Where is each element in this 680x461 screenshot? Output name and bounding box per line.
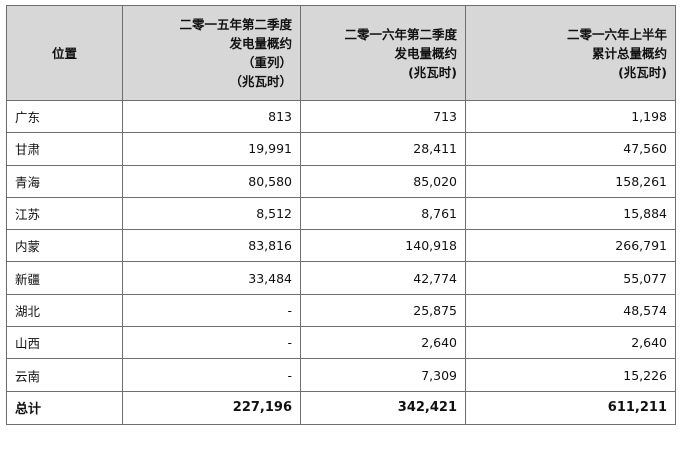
header-q2-2015-line: （重列） [241, 55, 292, 70]
row-location: 新疆 [6, 261, 123, 295]
table-row: 内蒙 83,816 140,918 266,791 [6, 229, 676, 263]
table-row: 云南 - 7,309 15,226 [6, 358, 676, 392]
table-row: 新疆 33,484 42,774 55,077 [6, 261, 676, 295]
row-h1-2016: 2,640 [465, 326, 676, 360]
row-q2-2016: 85,020 [300, 164, 466, 198]
row-h1-2016: 158,261 [465, 164, 676, 198]
row-h1-2016: 1,198 [465, 99, 676, 134]
header-q2-2016-line: 发电量概约 [394, 45, 457, 61]
row-q2-2016: 140,918 [300, 229, 466, 263]
row-q2-2015: 83,816 [122, 229, 301, 263]
row-location: 青海 [6, 164, 123, 198]
total-q2-2016: 342,421 [300, 390, 466, 425]
power-generation-table: 位置 二零一五年第二季度 发电量概约 （重列） （兆瓦时） 二零一六年第二季度 … [6, 5, 676, 425]
row-q2-2016: 8,761 [300, 196, 466, 231]
row-q2-2015: - [122, 358, 301, 392]
row-q2-2016: 28,411 [300, 132, 466, 166]
row-q2-2015: 33,484 [122, 261, 301, 295]
row-q2-2016: 2,640 [300, 326, 466, 360]
total-h1-2016: 611,211 [465, 390, 676, 425]
row-h1-2016: 48,574 [465, 293, 676, 328]
row-h1-2016: 47,560 [465, 132, 676, 166]
row-q2-2016: 42,774 [300, 261, 466, 295]
header-h1-2016-line: 二零一六年上半年 [566, 26, 667, 42]
row-q2-2016: 713 [300, 99, 466, 134]
row-location: 甘肃 [6, 132, 123, 166]
row-location: 湖北 [6, 293, 123, 328]
table-row: 青海 80,580 85,020 158,261 [6, 164, 676, 198]
table-header: 位置 二零一五年第二季度 发电量概约 （重列） （兆瓦时） 二零一六年第二季度 … [6, 5, 676, 101]
table-row: 江苏 8,512 8,761 15,884 [6, 196, 676, 231]
table-row: 湖北 - 25,875 48,574 [6, 293, 676, 328]
header-q2-2016: 二零一六年第二季度 发电量概约 (兆瓦时) [300, 5, 466, 101]
table-row: 甘肃 19,991 28,411 47,560 [6, 132, 676, 166]
row-q2-2016: 25,875 [300, 293, 466, 328]
header-q2-2015-line: （兆瓦时） [229, 74, 292, 89]
total-label: 总计 [6, 390, 123, 425]
header-h1-2016: 二零一六年上半年 累计总量概约 (兆瓦时) [465, 5, 676, 101]
row-location: 山西 [6, 326, 123, 360]
row-location: 江苏 [6, 196, 123, 231]
row-q2-2015: 813 [122, 99, 301, 134]
row-q2-2015: - [122, 293, 301, 328]
total-row: 总计 227,196 342,421 611,211 [6, 390, 676, 425]
header-row: 位置 二零一五年第二季度 发电量概约 （重列） （兆瓦时） 二零一六年第二季度 … [6, 5, 676, 101]
row-location: 内蒙 [6, 229, 123, 263]
header-h1-2016-line: (兆瓦时) [618, 64, 667, 80]
header-q2-2015-line: 二零一五年第二季度 [179, 17, 292, 32]
header-q2-2015: 二零一五年第二季度 发电量概约 （重列） （兆瓦时） [122, 5, 301, 101]
row-location: 云南 [6, 358, 123, 392]
total-q2-2015: 227,196 [122, 390, 301, 425]
row-q2-2015: - [122, 326, 301, 360]
row-h1-2016: 55,077 [465, 261, 676, 295]
row-h1-2016: 266,791 [465, 229, 676, 263]
header-location: 位置 [6, 5, 123, 101]
generation-table-container: 位置 二零一五年第二季度 发电量概约 （重列） （兆瓦时） 二零一六年第二季度 … [6, 5, 676, 425]
row-q2-2016: 7,309 [300, 358, 466, 392]
row-h1-2016: 15,226 [465, 358, 676, 392]
header-q2-2015-line: 发电量概约 [229, 36, 292, 51]
table-body: 广东 813 713 1,198 甘肃 19,991 28,411 47,560… [6, 99, 676, 392]
table-footer: 总计 227,196 342,421 611,211 [6, 390, 676, 425]
header-q2-2016-line: 二零一六年第二季度 [344, 26, 457, 42]
table-row: 广东 813 713 1,198 [6, 99, 676, 134]
row-q2-2015: 8,512 [122, 196, 301, 231]
row-q2-2015: 80,580 [122, 164, 301, 198]
row-h1-2016: 15,884 [465, 196, 676, 231]
header-h1-2016-line: 累计总量概约 [591, 45, 667, 61]
row-q2-2015: 19,991 [122, 132, 301, 166]
table-row: 山西 - 2,640 2,640 [6, 326, 676, 360]
row-location: 广东 [6, 99, 123, 134]
header-q2-2016-line: (兆瓦时) [408, 64, 457, 80]
